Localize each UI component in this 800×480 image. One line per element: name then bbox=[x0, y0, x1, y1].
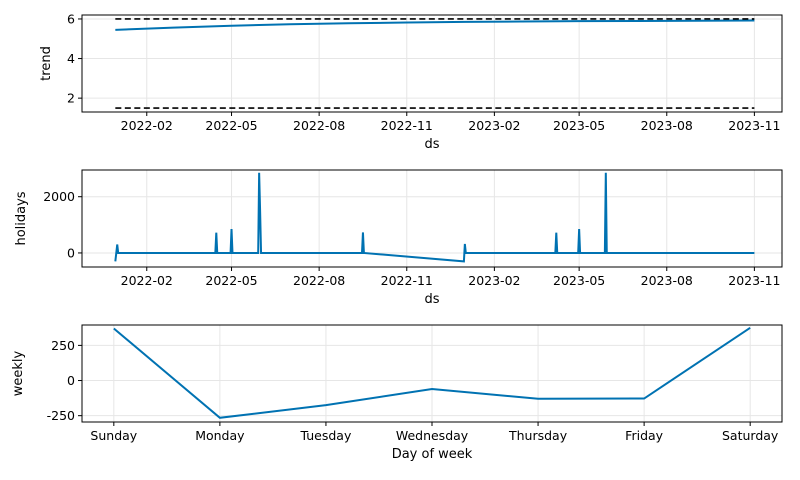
x-tick-label: 2023-02 bbox=[468, 118, 520, 133]
x-axis-label: Day of week bbox=[392, 447, 473, 462]
x-tick-label: Thursday bbox=[508, 428, 568, 443]
y-tick-label: 2 bbox=[67, 91, 75, 106]
y-tick-label: 2000 bbox=[43, 189, 75, 204]
holidays-panel: 2022-02 2022-05 2022-08 2022-11 2023-02 2023-… bbox=[14, 169, 783, 307]
x-tick-label: 2022-08 bbox=[293, 118, 345, 133]
x-tick-label: Monday bbox=[195, 428, 245, 443]
y-tick-label: 0 bbox=[67, 245, 75, 260]
x-tick-label: 2023-05 bbox=[553, 118, 605, 133]
x-tick-label: 2022-02 bbox=[121, 118, 173, 133]
y-tick-label: 6 bbox=[67, 11, 75, 26]
x-tick-label: 2023-11 bbox=[728, 273, 780, 288]
weekly-panel: Sunday Monday Tuesday Wednesday Thursday Frid… bbox=[11, 324, 783, 462]
x-tick-label: Tuesday bbox=[300, 428, 352, 443]
y-axis-label: weekly bbox=[11, 350, 26, 396]
y-tick-label: 0 bbox=[67, 373, 75, 388]
x-tick-label: 2022-05 bbox=[205, 118, 257, 133]
x-tick-label: Saturday bbox=[722, 428, 779, 443]
y-axis-label: holidays bbox=[14, 191, 29, 245]
y-tick-label: -250 bbox=[47, 408, 75, 423]
x-tick-label: 2023-05 bbox=[553, 273, 605, 288]
x-tick-label: Wednesday bbox=[396, 428, 469, 443]
x-axis-label: ds bbox=[424, 137, 439, 152]
x-tick-label: 2022-05 bbox=[205, 273, 257, 288]
series-line bbox=[115, 19, 755, 31]
x-tick-label: 2023-08 bbox=[641, 273, 693, 288]
y-tick-label: 4 bbox=[67, 51, 75, 66]
axes-frame bbox=[81, 169, 783, 268]
y-axis-label: trend bbox=[39, 46, 54, 81]
x-axis-label: ds bbox=[424, 292, 439, 307]
y-tick-label: 250 bbox=[51, 338, 75, 353]
x-tick-label: 2023-02 bbox=[468, 273, 520, 288]
x-tick-label: 2022-08 bbox=[293, 273, 345, 288]
x-tick-label: Sunday bbox=[90, 428, 137, 443]
x-tick-label: Friday bbox=[625, 428, 663, 443]
x-tick-label: 2022-02 bbox=[121, 273, 173, 288]
axes-frame bbox=[81, 14, 783, 113]
x-tick-label: 2022-11 bbox=[381, 118, 433, 133]
x-tick-label: 2022-11 bbox=[381, 273, 433, 288]
x-tick-label: 2023-11 bbox=[728, 118, 780, 133]
x-tick-label: 2023-08 bbox=[641, 118, 693, 133]
trend-panel: 2022-02 2022-05 2022-08 2022-11 2023-02 2023-… bbox=[39, 11, 783, 152]
series-line bbox=[114, 172, 755, 263]
weekly-line bbox=[113, 326, 751, 419]
